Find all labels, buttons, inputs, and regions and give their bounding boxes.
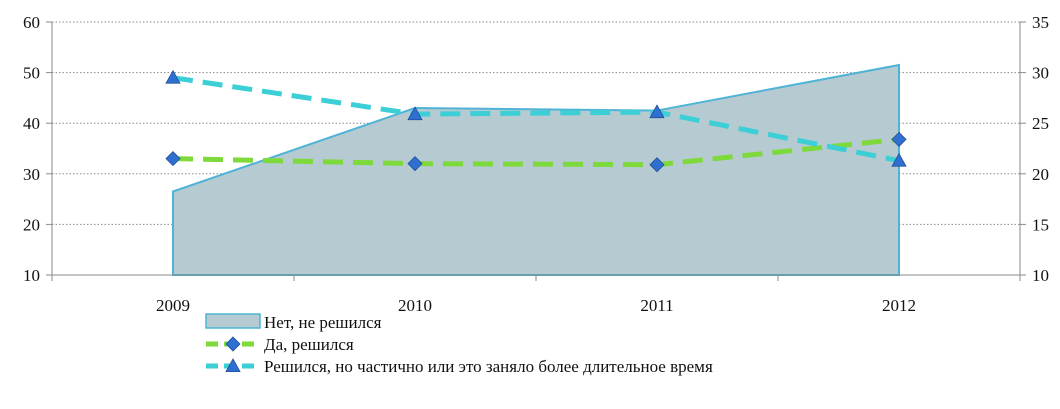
legend-label-1: Да, решился (264, 335, 354, 354)
x-tick-label-2011: 2011 (640, 296, 673, 315)
marker-2-0 (165, 69, 181, 84)
legend: Нет, не решился Да, решился Решился, но ча… (205, 313, 713, 376)
y-right-tick-label-10: 10 (1032, 266, 1049, 285)
y-left-tick-label-40: 40 (23, 114, 40, 133)
area-series-layer (172, 63, 900, 276)
marker-1-0 (165, 151, 181, 167)
tick-labels: 10 20 30 40 50 60 10 15 20 25 30 35 2009 2010 2011 2012 (23, 13, 1049, 315)
y-left-tick-label-60: 60 (23, 13, 40, 32)
x-tick-label-2012: 2012 (882, 296, 916, 315)
line-series-2 (172, 75, 900, 164)
marker-1-1 (407, 156, 423, 172)
axes (46, 21, 1026, 281)
y-right-tick-label-25: 25 (1032, 114, 1049, 133)
x-tick-label-2009: 2009 (156, 296, 190, 315)
y-right-tick-label-30: 30 (1032, 64, 1049, 83)
area-series-0 (172, 63, 900, 276)
legend-label-0: Нет, не решился (264, 313, 382, 332)
marker-2-1 (407, 106, 423, 121)
line-series-1 (172, 136, 900, 168)
y-right-tick-label-20: 20 (1032, 165, 1049, 184)
marker-2-3 (891, 152, 907, 167)
legend-marker-1 (225, 336, 241, 352)
marker-2-2 (649, 104, 665, 119)
legend-swatch-0 (205, 313, 261, 329)
marker-1-2 (649, 157, 665, 173)
legend-marker-2 (225, 358, 241, 373)
y-left-tick-label-20: 20 (23, 215, 40, 234)
line-series-layer (165, 69, 907, 173)
x-tick-label-2010: 2010 (398, 296, 432, 315)
marker-1-3 (891, 131, 907, 147)
y-left-tick-label-30: 30 (23, 165, 40, 184)
y-left-tick-label-10: 10 (23, 266, 40, 285)
y-left-tick-label-50: 50 (23, 64, 40, 83)
y-right-tick-label-15: 15 (1032, 215, 1049, 234)
y-right-tick-label-35: 35 (1032, 13, 1049, 32)
legend-label-2: Решился, но частично или это заняло боле… (264, 357, 713, 376)
